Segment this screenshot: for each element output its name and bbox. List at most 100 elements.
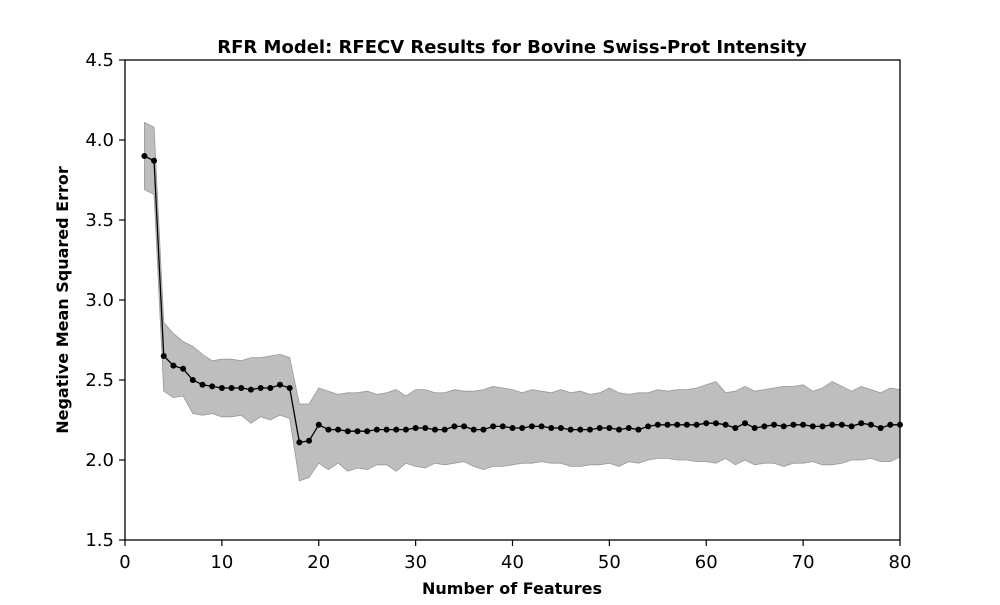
data-point — [557, 425, 564, 431]
data-point — [654, 421, 661, 428]
data-point — [800, 421, 807, 428]
data-point — [761, 423, 768, 430]
data-point — [151, 157, 158, 164]
x-tick-label: 0 — [119, 552, 130, 573]
data-point — [509, 425, 516, 431]
data-point — [829, 421, 836, 428]
data-point — [170, 362, 177, 369]
data-point — [848, 423, 855, 430]
x-tick-label: 50 — [598, 552, 621, 573]
x-tick-label: 60 — [695, 552, 718, 573]
y-tick-label: 4.0 — [85, 130, 114, 151]
x-tick-label: 30 — [404, 552, 427, 573]
data-point — [470, 426, 477, 433]
x-axis-ticks: 0 10 20 30 40 50 60 70 80 — [119, 540, 911, 573]
x-tick-label: 80 — [889, 552, 912, 573]
plot-frame — [124, 59, 901, 541]
data-point — [877, 425, 884, 431]
data-point — [209, 383, 216, 390]
data-point — [480, 426, 487, 433]
data-point — [742, 420, 748, 427]
data-points-layer — [141, 153, 903, 446]
data-point — [606, 425, 613, 431]
x-axis-label: Number of Features — [422, 579, 602, 598]
data-point — [567, 426, 574, 433]
data-point — [354, 428, 361, 435]
data-point — [257, 385, 264, 391]
data-point — [664, 421, 671, 428]
data-point — [277, 381, 283, 388]
data-point — [751, 425, 758, 431]
data-point — [780, 423, 787, 430]
data-point — [373, 426, 380, 433]
data-point — [635, 426, 642, 433]
data-point — [160, 353, 167, 359]
data-point — [383, 426, 390, 433]
x-tick-label: 40 — [501, 552, 524, 573]
data-point — [616, 426, 623, 433]
data-point — [712, 420, 719, 427]
data-point — [315, 421, 322, 428]
data-point — [199, 381, 206, 388]
data-point — [393, 426, 400, 433]
y-axis-ticks: 1.5 2.0 2.5 3.0 3.5 4.0 4.5 — [85, 50, 125, 551]
data-point — [596, 425, 603, 431]
data-point — [548, 425, 555, 431]
data-point — [790, 421, 797, 428]
y-axis-label: Negative Mean Squared Error — [53, 166, 72, 434]
data-point — [887, 421, 894, 428]
data-point — [228, 385, 235, 391]
data-point — [180, 365, 187, 372]
data-point — [286, 385, 293, 391]
data-point — [306, 437, 313, 444]
data-point — [364, 428, 371, 435]
data-point — [499, 423, 506, 430]
data-point — [819, 423, 826, 430]
data-point — [645, 423, 652, 430]
data-point — [528, 423, 535, 430]
data-point — [296, 439, 303, 446]
data-point — [577, 426, 584, 433]
data-point — [538, 423, 545, 430]
data-point — [722, 421, 729, 428]
y-tick-label: 3.5 — [85, 210, 114, 231]
data-point — [335, 426, 342, 433]
data-point — [674, 421, 681, 428]
data-point — [432, 426, 438, 433]
data-point — [490, 423, 497, 430]
data-point — [218, 385, 225, 391]
data-point — [325, 426, 332, 433]
y-tick-label: 4.5 — [85, 50, 114, 71]
data-point — [267, 385, 274, 391]
data-point — [344, 428, 351, 435]
data-point — [189, 377, 196, 383]
data-point — [141, 153, 148, 159]
y-tick-label: 2.5 — [85, 370, 114, 391]
data-point — [422, 425, 429, 431]
data-point — [519, 425, 526, 431]
x-tick-label: 20 — [307, 552, 330, 573]
data-point — [625, 425, 632, 431]
y-tick-label: 3.0 — [85, 290, 114, 311]
data-point — [838, 421, 845, 428]
data-point — [732, 425, 739, 431]
data-point — [867, 421, 874, 428]
data-point — [858, 420, 865, 427]
data-point — [238, 385, 245, 391]
y-tick-label: 2.0 — [85, 450, 114, 471]
data-point — [693, 421, 700, 428]
data-point — [451, 423, 458, 430]
y-tick-label: 1.5 — [85, 530, 114, 551]
data-point — [402, 426, 409, 433]
data-point — [703, 420, 710, 427]
data-point — [247, 386, 254, 393]
data-point — [771, 421, 778, 428]
data-point — [461, 423, 468, 430]
data-point — [441, 426, 448, 433]
data-point — [809, 423, 816, 430]
x-tick-label: 10 — [210, 552, 233, 573]
data-point — [587, 426, 593, 433]
data-point — [412, 425, 419, 431]
